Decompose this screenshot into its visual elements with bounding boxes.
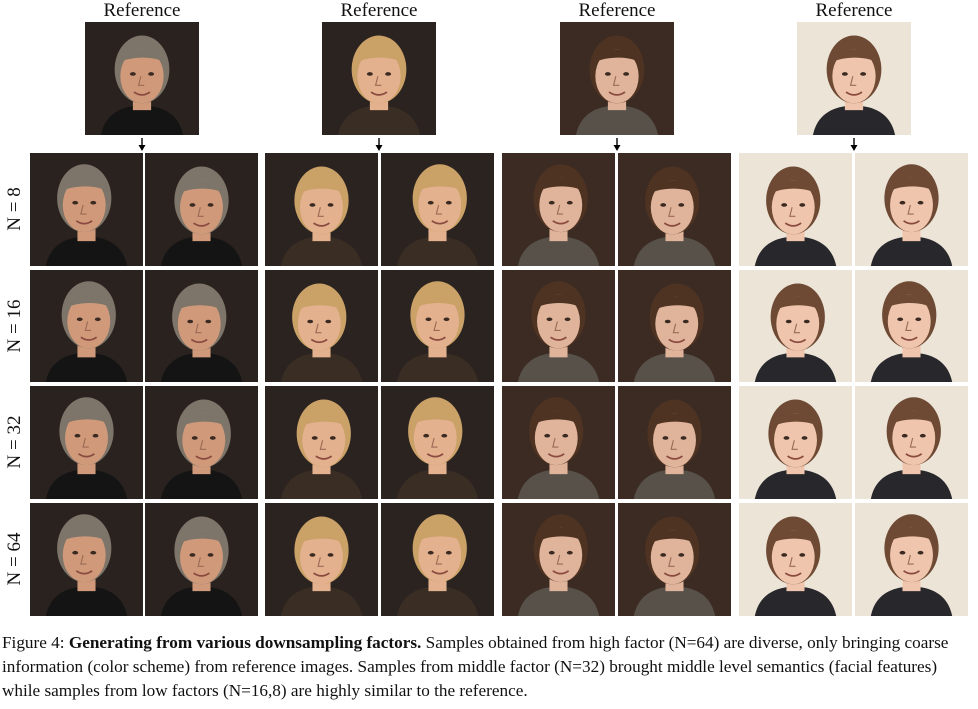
- sample-image: [855, 270, 968, 382]
- arrow-down-icon: [138, 138, 146, 151]
- row-label: N = 32: [4, 415, 25, 469]
- reference-label: Reference: [103, 0, 181, 21]
- arrow-down-icon: [850, 138, 858, 151]
- reference-image: [797, 22, 911, 135]
- sample-image: [855, 153, 968, 266]
- sample-image: [145, 270, 258, 382]
- sample-image: [739, 270, 852, 382]
- sample-image: [381, 153, 494, 266]
- caption-body: Samples obtained from high factor (N=64)…: [2, 633, 949, 700]
- sample-image: [381, 386, 494, 499]
- sample-image: [145, 503, 258, 616]
- reference-image: [85, 22, 199, 135]
- sample-image: [145, 386, 258, 499]
- caption-title: Generating from various downsampling fac…: [68, 633, 422, 652]
- sample-image: [265, 153, 378, 266]
- sample-image: [739, 386, 852, 499]
- caption-prefix: Figure 4:: [2, 633, 69, 652]
- sample-image: [618, 270, 731, 382]
- sample-image: [30, 270, 143, 382]
- sample-image: [502, 503, 615, 616]
- sample-image: [618, 503, 731, 616]
- sample-image: [855, 503, 968, 616]
- sample-image: [739, 503, 852, 616]
- sample-image: [855, 386, 968, 499]
- row-label: N = 16: [4, 299, 25, 353]
- arrow-down-icon: [375, 138, 383, 151]
- reference-label: Reference: [815, 0, 893, 21]
- sample-image: [502, 270, 615, 382]
- sample-image: [381, 503, 494, 616]
- sample-image: [265, 503, 378, 616]
- sample-image: [739, 153, 852, 266]
- figure-caption: Figure 4: Generating from various downsa…: [2, 631, 974, 703]
- reference-label: Reference: [578, 0, 656, 21]
- sample-image: [618, 386, 731, 499]
- sample-image: [145, 153, 258, 266]
- sample-image: [30, 503, 143, 616]
- arrow-down-icon: [613, 138, 621, 151]
- reference-label: Reference: [340, 0, 418, 21]
- sample-image: [265, 386, 378, 499]
- sample-image: [30, 153, 143, 266]
- sample-image: [265, 270, 378, 382]
- sample-image: [381, 270, 494, 382]
- sample-image: [618, 153, 731, 266]
- sample-image: [30, 386, 143, 499]
- reference-image: [322, 22, 436, 135]
- row-label: N = 64: [4, 532, 25, 586]
- row-label: N = 8: [4, 187, 25, 231]
- sample-image: [502, 153, 615, 266]
- reference-image: [560, 22, 674, 135]
- sample-image: [502, 386, 615, 499]
